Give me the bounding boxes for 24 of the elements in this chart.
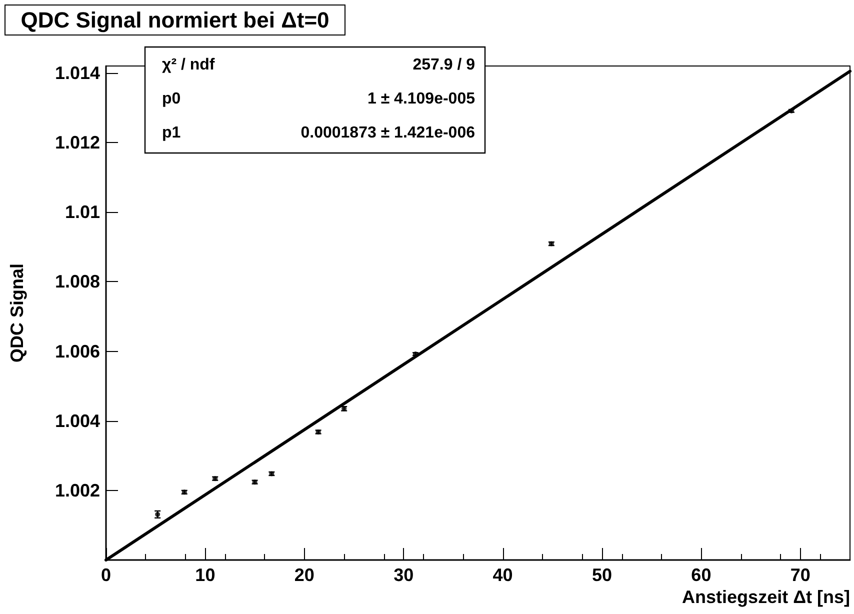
y-tick-label: 1.004 — [54, 410, 100, 431]
annotation: p0 — [162, 90, 181, 108]
y-tick-label: 1.006 — [54, 341, 100, 362]
annotation: p1 — [162, 124, 181, 142]
x-tick-label: 50 — [592, 565, 612, 585]
x-tick-label: 40 — [492, 565, 513, 585]
annotation: χ² / ndf — [162, 56, 216, 74]
x-tick-label: 60 — [691, 565, 712, 585]
x-tick-label: 0 — [100, 565, 112, 585]
chart-title: QDC Signal normiert bei Δt=0 — [20, 8, 330, 32]
annotation: 0.0001873 ± 1.421e-006 — [300, 124, 476, 142]
x-tick-label: 30 — [394, 565, 414, 585]
x-tick-label: 20 — [294, 565, 314, 585]
y-axis-title: QDC Signal — [7, 263, 27, 363]
x-axis-title: Anstiegszeit Δt [ns] — [682, 587, 850, 607]
y-tick-label: 1.01 — [64, 202, 100, 222]
annotation: 257.9 / 9 — [412, 56, 476, 74]
x-tick-label: 70 — [790, 565, 810, 585]
y-tick-label: 1.002 — [54, 480, 100, 500]
x-tick-label: 10 — [195, 565, 216, 585]
y-tick-label: 1.008 — [54, 272, 100, 292]
y-tick-label: 1.012 — [54, 132, 100, 153]
y-tick-label: 1.014 — [54, 62, 100, 83]
annotation: 1 ± 4.109e-005 — [367, 90, 476, 108]
